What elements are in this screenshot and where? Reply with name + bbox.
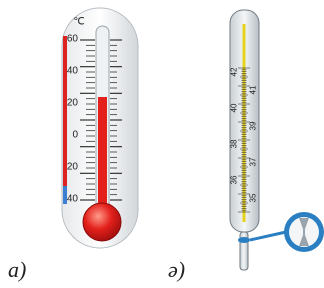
mercury [98, 97, 107, 217]
scale-label: 38 [230, 139, 239, 148]
scale-label: 40 [67, 194, 79, 205]
scale-label: 20 [67, 162, 79, 173]
unit-label: ℃ [73, 17, 84, 28]
scale-label: 35 [249, 193, 258, 202]
scale-label: 60 [67, 34, 79, 45]
constriction [238, 237, 250, 243]
scale-label: 37 [249, 157, 258, 166]
scale-label: 40 [67, 66, 79, 77]
scale-label: 0 [72, 130, 78, 141]
scale-label: 41 [249, 85, 258, 94]
caption: ә) [168, 257, 185, 282]
pointer [250, 232, 286, 240]
bulb [83, 203, 121, 241]
illustration: 60 40 20 0 20 40 ℃ 42 40 38 36 41 39 37 35 а) ә) [0, 0, 324, 283]
scale-label: 36 [230, 175, 239, 184]
caption: а) [8, 257, 26, 282]
scale-label: 39 [249, 121, 258, 130]
scale-label: 20 [67, 98, 79, 109]
scale-label: 40 [230, 103, 239, 112]
scale-label: 42 [230, 67, 239, 76]
